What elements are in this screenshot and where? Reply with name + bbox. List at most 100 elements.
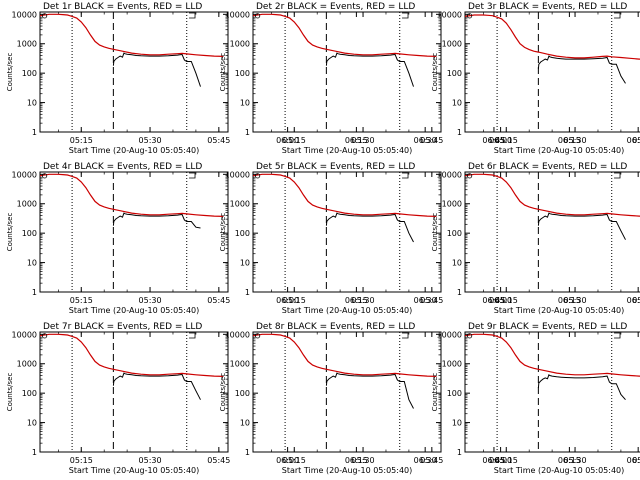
chart-title: Det 5r BLACK = Events, RED = LLD xyxy=(256,162,415,172)
x-tick-label: 05:45 xyxy=(420,456,443,465)
x-tick-label: 05:45 xyxy=(632,296,640,305)
attenuator-marker xyxy=(189,332,196,339)
events-series-line xyxy=(537,212,626,240)
x-tick-label: 05:15 xyxy=(495,136,518,145)
y-tick-label: 1000 xyxy=(17,200,37,209)
x-tick-label: 05:45 xyxy=(632,456,640,465)
x-tick-label: 05:15 xyxy=(70,296,93,305)
y-tick-label: 10000 xyxy=(225,170,250,179)
plot-frame xyxy=(464,171,640,293)
x-tick-label: 06:45 xyxy=(482,296,505,305)
y-tick-label: 10000 xyxy=(437,170,462,179)
x-tick-label: 06:00 xyxy=(276,456,299,465)
y-tick-label: 10 xyxy=(240,259,250,268)
chart-panel: Det 6r BLACK = Events, RED = LLD 1 10 100 10… xyxy=(431,162,640,315)
x-axis-label: Start Time (20-Aug-10 05:05:40) xyxy=(69,306,200,315)
saturation-marker xyxy=(41,333,48,339)
events-series-line xyxy=(325,52,414,87)
x-tick-label: 06:00 xyxy=(276,296,299,305)
x-axis-label: Start Time (20-Aug-10 05:05:40) xyxy=(282,466,413,475)
x-tick-label: 05:45 xyxy=(632,136,640,145)
y-tick-label: 100 xyxy=(447,389,462,398)
y-tick-label: 10 xyxy=(452,419,462,428)
plot-frame xyxy=(464,331,640,453)
y-tick-label: 1 xyxy=(32,128,37,137)
lld-series-line xyxy=(252,173,437,217)
chart-title: Det 9r BLACK = Events, RED = LLD xyxy=(468,322,627,332)
x-tick-label: 05:15 xyxy=(70,456,93,465)
events-series-line xyxy=(537,55,626,84)
plot-frame xyxy=(252,11,442,133)
x-tick-label: 05:30 xyxy=(564,456,587,465)
lld-series-line xyxy=(39,333,224,377)
x-tick-label: 06:45 xyxy=(482,136,505,145)
y-tick-label: 1 xyxy=(245,448,250,457)
y-axis-label: Counts/sec xyxy=(219,53,227,92)
plot-frame xyxy=(39,11,229,133)
y-tick-label: 1000 xyxy=(230,40,250,49)
x-tick-label: 05:30 xyxy=(139,296,162,305)
y-tick-label: 1000 xyxy=(17,40,37,49)
y-axis-label: Counts/sec xyxy=(219,373,227,412)
y-tick-label: 10 xyxy=(240,99,250,108)
y-tick-label: 10000 xyxy=(225,10,250,19)
chart-title: Det 6r BLACK = Events, RED = LLD xyxy=(468,162,627,172)
x-tick-label: 06:15 xyxy=(558,296,581,305)
chart-panel: Det 7r BLACK = Events, RED = LLD11010010… xyxy=(6,322,505,475)
x-axis-label: Start Time (20-Aug-10 05:05:40) xyxy=(494,466,625,475)
y-tick-label: 100 xyxy=(22,69,37,78)
y-tick-label: 10 xyxy=(452,259,462,268)
x-tick-label: 06:30 xyxy=(414,296,437,305)
x-tick-label: 05:30 xyxy=(564,136,587,145)
y-tick-label: 1 xyxy=(32,288,37,297)
saturation-marker xyxy=(41,173,48,179)
y-tick-label: 10 xyxy=(27,259,37,268)
x-tick-label: 06:15 xyxy=(558,136,581,145)
y-tick-label: 1000 xyxy=(230,360,250,369)
chart-title: Det 7r BLACK = Events, RED = LLD xyxy=(43,322,202,332)
y-tick-label: 10000 xyxy=(12,10,37,19)
x-tick-label: 05:30 xyxy=(139,456,162,465)
x-tick-label: 06:15 xyxy=(345,296,368,305)
y-tick-label: 1 xyxy=(457,448,462,457)
x-tick-label: 06:30 xyxy=(414,456,437,465)
y-tick-label: 100 xyxy=(235,69,250,78)
chart-title: Det 1r BLACK = Events, RED = LLD xyxy=(43,2,202,12)
plot-frame xyxy=(39,171,229,293)
events-series-line xyxy=(325,372,414,409)
chart-panel: Det 3r BLACK = Events, RED = LLD 1 10 100 10… xyxy=(431,2,640,155)
y-tick-label: 10000 xyxy=(225,330,250,339)
x-tick-label: 06:30 xyxy=(627,456,640,465)
y-tick-label: 1 xyxy=(245,128,250,137)
y-tick-label: 1 xyxy=(245,288,250,297)
x-tick-label: 06:00 xyxy=(489,296,512,305)
saturation-marker xyxy=(254,173,261,179)
y-tick-label: 100 xyxy=(235,229,250,238)
y-axis-label: Counts/sec xyxy=(6,53,14,92)
chart-panel: Det 8r BLACK = Events, RED = LLD11010010… xyxy=(219,322,640,475)
attenuator-marker xyxy=(402,12,409,19)
y-tick-label: 10000 xyxy=(12,170,37,179)
y-tick-label: 100 xyxy=(22,229,37,238)
y-tick-label: 10 xyxy=(27,419,37,428)
chart-title: Det 8r BLACK = Events, RED = LLD xyxy=(256,322,415,332)
x-tick-label: 06:30 xyxy=(414,136,437,145)
x-tick-label: 05:30 xyxy=(352,456,375,465)
lld-series-line xyxy=(252,13,437,57)
x-tick-label: 05:15 xyxy=(283,456,306,465)
x-tick-label: 06:30 xyxy=(627,136,640,145)
y-tick-label: 100 xyxy=(447,69,462,78)
x-axis-label: Start Time (20-Aug-10 05:05:40) xyxy=(282,306,413,315)
y-axis-label: Counts/sec xyxy=(219,213,227,252)
chart-panel: Det 2r BLACK = Events, RED = LLD 1 10 100 10… xyxy=(219,2,640,155)
y-tick-label: 10000 xyxy=(437,10,462,19)
attenuator-marker xyxy=(614,12,621,19)
x-axis-label: Start Time (20-Aug-10 05:05:40) xyxy=(282,146,413,155)
chart-title: Det 2r BLACK = Events, RED = LLD xyxy=(256,2,415,12)
x-tick-label: 05:15 xyxy=(70,136,93,145)
attenuator-marker xyxy=(402,332,409,339)
x-tick-label: 05:30 xyxy=(139,136,162,145)
x-axis-label: Start Time (20-Aug-10 05:05:40) xyxy=(69,466,200,475)
x-tick-label: 05:15 xyxy=(283,296,306,305)
